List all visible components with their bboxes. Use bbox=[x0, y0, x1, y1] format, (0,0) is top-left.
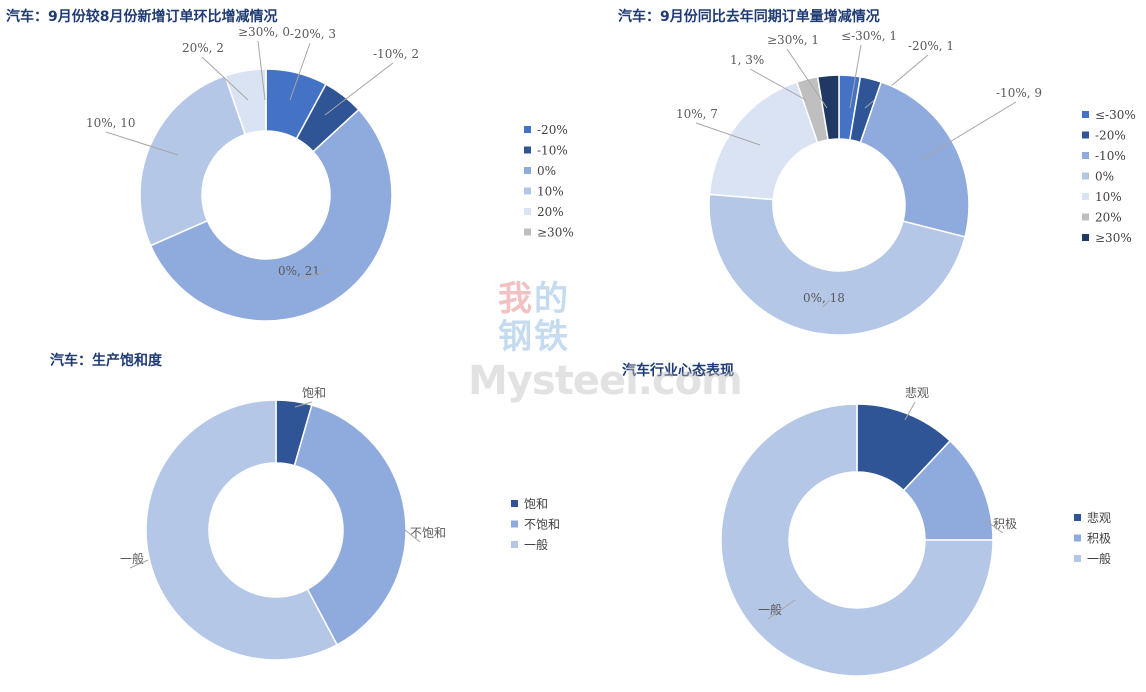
c3-callout-2: 一般 bbox=[120, 551, 144, 566]
c1-leader-3 bbox=[105, 131, 179, 156]
c1-legend-swatch-3 bbox=[524, 187, 531, 195]
c3-legend-swatch-1 bbox=[511, 520, 518, 528]
c3-legend-label-2: 一般 bbox=[524, 537, 548, 552]
c2-callout-2: -10%, 9 bbox=[996, 86, 1042, 100]
c2-leader-6 bbox=[786, 48, 828, 109]
c4-leader-1 bbox=[984, 519, 1004, 534]
c2-leader-5 bbox=[749, 68, 807, 101]
c1-callout-2: 0%, 21 bbox=[278, 264, 320, 278]
c3-legend-label-0: 饱和 bbox=[524, 496, 548, 511]
c1-slice-3 bbox=[139, 74, 247, 247]
c4-legend-swatch-0 bbox=[1074, 514, 1081, 521]
chart3-title: 汽车：生产饱和度 bbox=[50, 353, 162, 369]
c1-callout-4: 20%, 2 bbox=[182, 41, 224, 55]
c2-leader-3 bbox=[822, 299, 831, 308]
c4-callout-2: 一般 bbox=[758, 602, 782, 617]
c1-callout-0: -20%, 3 bbox=[290, 27, 336, 41]
c3-leader-0 bbox=[294, 401, 313, 408]
c4-legend-label-0: 悲观 bbox=[1087, 510, 1111, 525]
c4-callout-1: 积极 bbox=[993, 517, 1017, 531]
c3-leader-2 bbox=[129, 559, 149, 569]
c1-slice-2 bbox=[149, 108, 393, 322]
c1-legend-label-4: 20% bbox=[537, 205, 564, 219]
c2-legend-swatch-6 bbox=[1082, 234, 1089, 241]
chart2-title: 汽车：9月份同比去年同期订单量增减情况 bbox=[618, 9, 880, 25]
c2-leader-2 bbox=[919, 101, 1017, 161]
c1-slice-4 bbox=[224, 68, 267, 136]
c3-legend-label-1: 不饱和 bbox=[524, 517, 560, 532]
c2-callout-5: 1, 3% bbox=[730, 53, 764, 67]
c4-leader-0 bbox=[904, 401, 916, 421]
c2-legend-label-6: ≥30% bbox=[1095, 231, 1132, 245]
c2-legend-label-5: 20% bbox=[1095, 211, 1122, 225]
c1-legend-swatch-1 bbox=[524, 146, 531, 154]
c3-slice-1 bbox=[293, 404, 407, 646]
c4-legend-label-1: 积极 bbox=[1087, 532, 1111, 546]
chart1-title: 汽车：9月份较8月份新增订单环比增减情况 bbox=[6, 9, 278, 25]
c4-slice-2 bbox=[720, 403, 994, 677]
c1-legend-label-2: 0% bbox=[537, 164, 556, 178]
c1-leader-2 bbox=[297, 269, 331, 281]
c2-leader-4 bbox=[695, 122, 761, 146]
c1-leader-4 bbox=[201, 56, 249, 101]
c3-leader-1 bbox=[404, 529, 421, 543]
c1-legend-label-5: ≥30% bbox=[537, 226, 574, 240]
c2-legend-swatch-3 bbox=[1082, 172, 1089, 180]
c3-slice-2 bbox=[145, 399, 339, 661]
c1-leader-0 bbox=[289, 42, 311, 101]
c1-legend-swatch-2 bbox=[524, 167, 531, 174]
c3-callout-0: 饱和 bbox=[302, 385, 326, 400]
c1-leader-1 bbox=[324, 62, 394, 116]
c1-callout-3: 10%, 10 bbox=[86, 116, 136, 130]
c2-legend-swatch-2 bbox=[1082, 152, 1089, 159]
c2-legend-swatch-0 bbox=[1082, 111, 1089, 118]
c2-legend-swatch-4 bbox=[1082, 193, 1089, 200]
c2-slice-3 bbox=[708, 193, 966, 336]
c3-callout-1: 不饱和 bbox=[410, 525, 446, 540]
c1-legend-label-1: -10% bbox=[537, 144, 568, 158]
c1-callout-1: -10%, 2 bbox=[373, 47, 419, 61]
c1-legend-swatch-4 bbox=[524, 208, 531, 215]
c1-callout-5: ≥30%, 0 bbox=[238, 25, 290, 39]
c2-legend-label-3: 0% bbox=[1095, 170, 1114, 184]
c1-legend-label-0: -20% bbox=[537, 123, 568, 137]
c2-slice-6 bbox=[816, 74, 840, 141]
c1-legend-swatch-0 bbox=[524, 126, 531, 133]
c2-legend-label-4: 10% bbox=[1095, 190, 1122, 204]
c2-callout-6: ≥30%, 1 bbox=[767, 33, 819, 47]
c2-leader-0 bbox=[849, 44, 862, 109]
c1-leader-5 bbox=[257, 40, 266, 101]
c2-callout-4: 10%, 7 bbox=[676, 107, 718, 121]
c2-legend-label-1: -20% bbox=[1095, 129, 1126, 143]
c4-leader-2 bbox=[767, 599, 796, 620]
c4-callout-0: 悲观 bbox=[905, 385, 929, 400]
c2-callout-1: -20%, 1 bbox=[908, 39, 954, 53]
c3-legend-swatch-0 bbox=[511, 500, 518, 507]
c2-slice-2 bbox=[859, 81, 970, 238]
c4-legend-swatch-1 bbox=[1074, 534, 1081, 542]
c1-legend-swatch-5 bbox=[524, 228, 531, 236]
chart4-title: 汽车行业心态表现 bbox=[622, 363, 734, 379]
c2-legend-swatch-5 bbox=[1082, 213, 1089, 221]
c2-legend-label-0: ≤-30% bbox=[1095, 108, 1136, 122]
c3-legend-swatch-2 bbox=[511, 541, 518, 548]
c2-callout-0: ≤-30%, 1 bbox=[841, 29, 897, 43]
c2-legend-swatch-1 bbox=[1082, 131, 1089, 139]
c1-legend-label-3: 10% bbox=[537, 185, 564, 199]
c4-legend-label-2: 一般 bbox=[1087, 551, 1111, 566]
c2-legend-label-2: -10% bbox=[1095, 149, 1126, 163]
c2-callout-3: 0%, 18 bbox=[803, 291, 845, 305]
c4-legend-swatch-2 bbox=[1074, 555, 1081, 562]
